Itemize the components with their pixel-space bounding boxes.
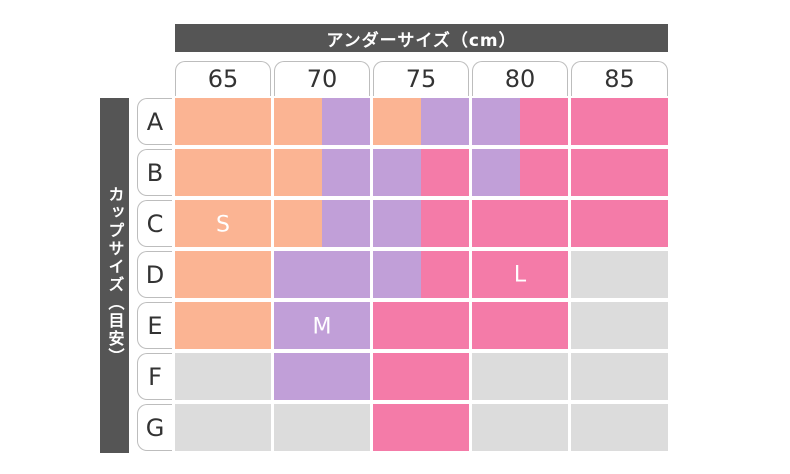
grid-cell-fill-none: [472, 353, 568, 400]
grid-cell-fill-none: [274, 404, 370, 451]
grid-cell-fill-m: [472, 149, 520, 196]
grid-cell-c-85: [571, 200, 668, 247]
row-header-f: F: [137, 353, 172, 400]
row-header-b: B: [137, 149, 172, 196]
grid-cell-fill-s: [175, 251, 271, 298]
grid-cell-fill-l: [373, 404, 469, 451]
grid-cell-f-80: [472, 353, 568, 400]
grid-cell-fill-s: [175, 302, 271, 349]
grid-cell-g-80: [472, 404, 568, 451]
grid-cell-fill-s: [175, 149, 271, 196]
grid-cell-fill-l: [421, 251, 469, 298]
grid-cell-fill-l: [520, 149, 568, 196]
grid-cell-d-75: [373, 251, 469, 298]
grid-cell-g-75: [373, 404, 469, 451]
grid-cell-b-85: [571, 149, 668, 196]
grid-cell-e-75: [373, 302, 469, 349]
row-header-c: C: [137, 200, 172, 247]
grid-cell-fill-s: [373, 98, 421, 145]
row-header-g: G: [137, 404, 172, 451]
grid-cell-c-70: [274, 200, 370, 247]
grid-cell-fill-m: [274, 251, 370, 298]
grid-cell-fill-l: [571, 200, 668, 247]
grid-cell-c-65: [175, 200, 271, 247]
grid-cell-fill-s: [175, 200, 271, 247]
grid-cell-a-85: [571, 98, 668, 145]
grid-cell-d-70: [274, 251, 370, 298]
row-header-e: E: [137, 302, 172, 349]
grid-cell-c-75: [373, 200, 469, 247]
size-label-m: M: [312, 314, 332, 340]
grid-cell-a-70: [274, 98, 370, 145]
grid-cell-g-70: [274, 404, 370, 451]
grid-cell-e-85: [571, 302, 668, 349]
grid-cell-fill-m: [421, 98, 469, 145]
grid-cell-fill-l: [571, 149, 668, 196]
grid-cell-fill-none: [175, 353, 271, 400]
grid-cell-fill-l: [373, 302, 469, 349]
grid-cell-a-75: [373, 98, 469, 145]
cup-size-header-label: カップサイズ（目安）: [105, 185, 125, 366]
grid-cell-c-80: [472, 200, 568, 247]
grid-cell-e-80: [472, 302, 568, 349]
cup-size-header: カップサイズ（目安）: [100, 98, 129, 453]
grid-cell-d-65: [175, 251, 271, 298]
grid-cell-b-70: [274, 149, 370, 196]
grid-cell-a-80: [472, 98, 568, 145]
grid-cell-fill-m: [373, 251, 421, 298]
grid-cell-g-85: [571, 404, 668, 451]
grid-cell-fill-m: [274, 353, 370, 400]
grid-cell-d-85: [571, 251, 668, 298]
grid-cell-fill-s: [274, 98, 322, 145]
grid-cell-fill-s: [274, 200, 322, 247]
grid-cell-f-65: [175, 353, 271, 400]
grid-cell-fill-l: [373, 353, 469, 400]
row-header-d: D: [137, 251, 172, 298]
grid-cell-f-70: [274, 353, 370, 400]
grid-cell-e-65: [175, 302, 271, 349]
grid-cell-a-65: [175, 98, 271, 145]
grid-cell-d-80: [472, 251, 568, 298]
grid-cell-fill-m: [373, 200, 421, 247]
grid-cell-b-75: [373, 149, 469, 196]
grid-cell-fill-l: [571, 98, 668, 145]
column-header-80: 80: [472, 61, 568, 96]
grid-cell-fill-m: [322, 200, 370, 247]
grid-cell-b-65: [175, 149, 271, 196]
size-label-s: S: [216, 212, 230, 238]
grid-cell-fill-m: [322, 98, 370, 145]
column-header-85: 85: [571, 61, 668, 96]
column-header-75: 75: [373, 61, 469, 96]
grid-cell-fill-none: [571, 251, 668, 298]
row-header-a: A: [137, 98, 172, 145]
size-label-l: L: [513, 262, 527, 288]
grid-cell-fill-none: [472, 404, 568, 451]
grid-cell-fill-s: [175, 98, 271, 145]
grid-cell-fill-m: [322, 149, 370, 196]
grid-cell-f-85: [571, 353, 668, 400]
grid-cell-f-75: [373, 353, 469, 400]
grid-cell-fill-m: [472, 98, 520, 145]
under-size-header: アンダーサイズ（cm）: [175, 24, 668, 52]
grid-cell-fill-l: [520, 98, 568, 145]
grid-cell-fill-s: [274, 149, 322, 196]
grid-cell-fill-none: [571, 404, 668, 451]
grid-cell-fill-l: [472, 251, 568, 298]
grid-cell-fill-none: [571, 302, 668, 349]
grid-cell-fill-l: [421, 149, 469, 196]
column-header-70: 70: [274, 61, 370, 96]
grid-cell-fill-m: [373, 149, 421, 196]
grid-cell-fill-m: [274, 302, 370, 349]
grid-cell-fill-l: [421, 200, 469, 247]
grid-cell-b-80: [472, 149, 568, 196]
column-header-65: 65: [175, 61, 271, 96]
grid-cell-fill-none: [175, 404, 271, 451]
grid-cell-g-65: [175, 404, 271, 451]
grid-cell-e-70: [274, 302, 370, 349]
grid-cell-fill-none: [571, 353, 668, 400]
grid-cell-fill-l: [472, 302, 568, 349]
grid-cell-fill-l: [472, 200, 568, 247]
